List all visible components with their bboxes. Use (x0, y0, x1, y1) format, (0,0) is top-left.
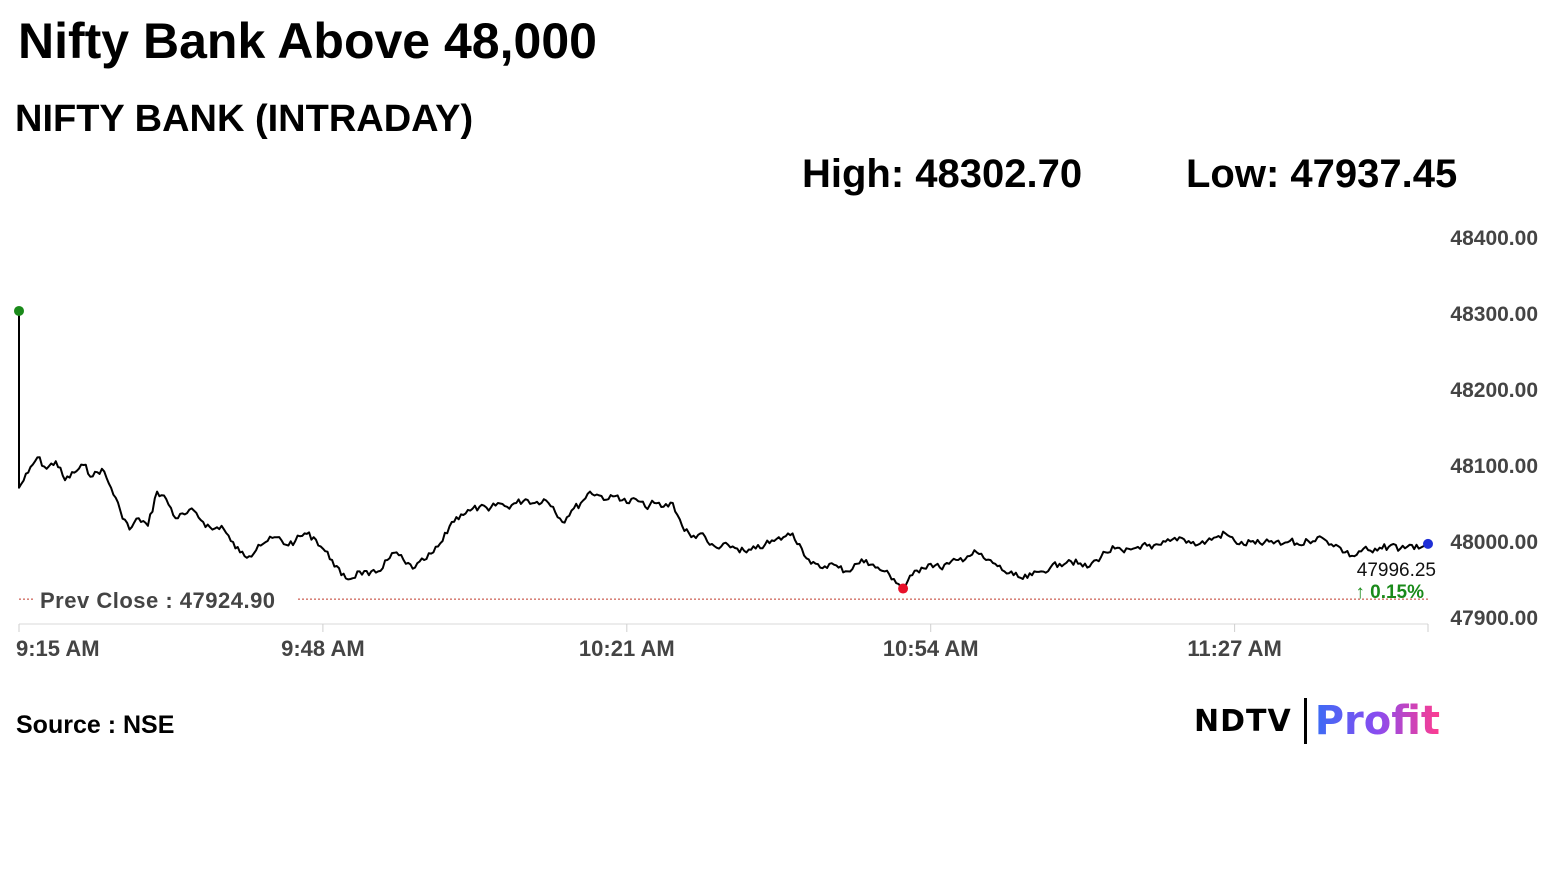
day-high-marker (14, 305, 24, 316)
y-tick-label: 48300.00 (1450, 303, 1538, 326)
chart-subtitle: NIFTY BANK (INTRADAY) (15, 98, 474, 140)
y-tick-label: 48000.00 (1450, 531, 1538, 554)
x-tick-label: 11:27 AM (1187, 636, 1282, 661)
page-title: Nifty Bank Above 48,000 (18, 13, 597, 69)
x-tick-label: 9:15 AM (16, 636, 100, 661)
intraday-line-chart: 47900.00 48000.00 48100.00 48200.00 48300.00… (14, 227, 1538, 661)
up-arrow-icon: ↑ (1355, 582, 1370, 603)
x-tick-label: 9:48 AM (281, 636, 365, 661)
price-series-line[interactable] (18, 310, 1429, 590)
ndtv-wordmark: NDTV (1194, 703, 1292, 739)
day-high-stat: High: 48302.70 (802, 152, 1083, 196)
price-change-label: ↑ 0.15% (1355, 582, 1424, 603)
ndtv-profit-logo: NDTV Profit (1194, 696, 1440, 746)
y-tick-label: 48200.00 (1450, 379, 1538, 402)
y-tick-label: 48400.00 (1450, 227, 1538, 250)
x-tick-label: 10:21 AM (579, 636, 675, 661)
profit-wordmark: Profit (1314, 698, 1440, 744)
last-price-label: 47996.25 (1357, 560, 1436, 581)
y-axis-labels: 47900.00 48000.00 48100.00 48200.00 48300.00… (1450, 227, 1538, 630)
x-axis: 9:15 AM 9:48 AM 10:21 AM 10:54 AM 11:27 AM (16, 623, 1429, 661)
y-tick-label: 48100.00 (1450, 455, 1538, 478)
logo-divider (1303, 698, 1307, 744)
y-tick-label: 47900.00 (1450, 607, 1538, 630)
day-low-stat: Low: 47937.45 (1186, 152, 1458, 196)
price-change-value: 0.15% (1370, 582, 1424, 603)
source-note: Source : NSE (16, 711, 175, 739)
last-price-marker (1423, 538, 1433, 549)
x-tick-label: 10:54 AM (883, 636, 979, 661)
day-low-marker (898, 583, 909, 594)
prev-close-label: Prev Close : 47924.90 (40, 588, 276, 613)
